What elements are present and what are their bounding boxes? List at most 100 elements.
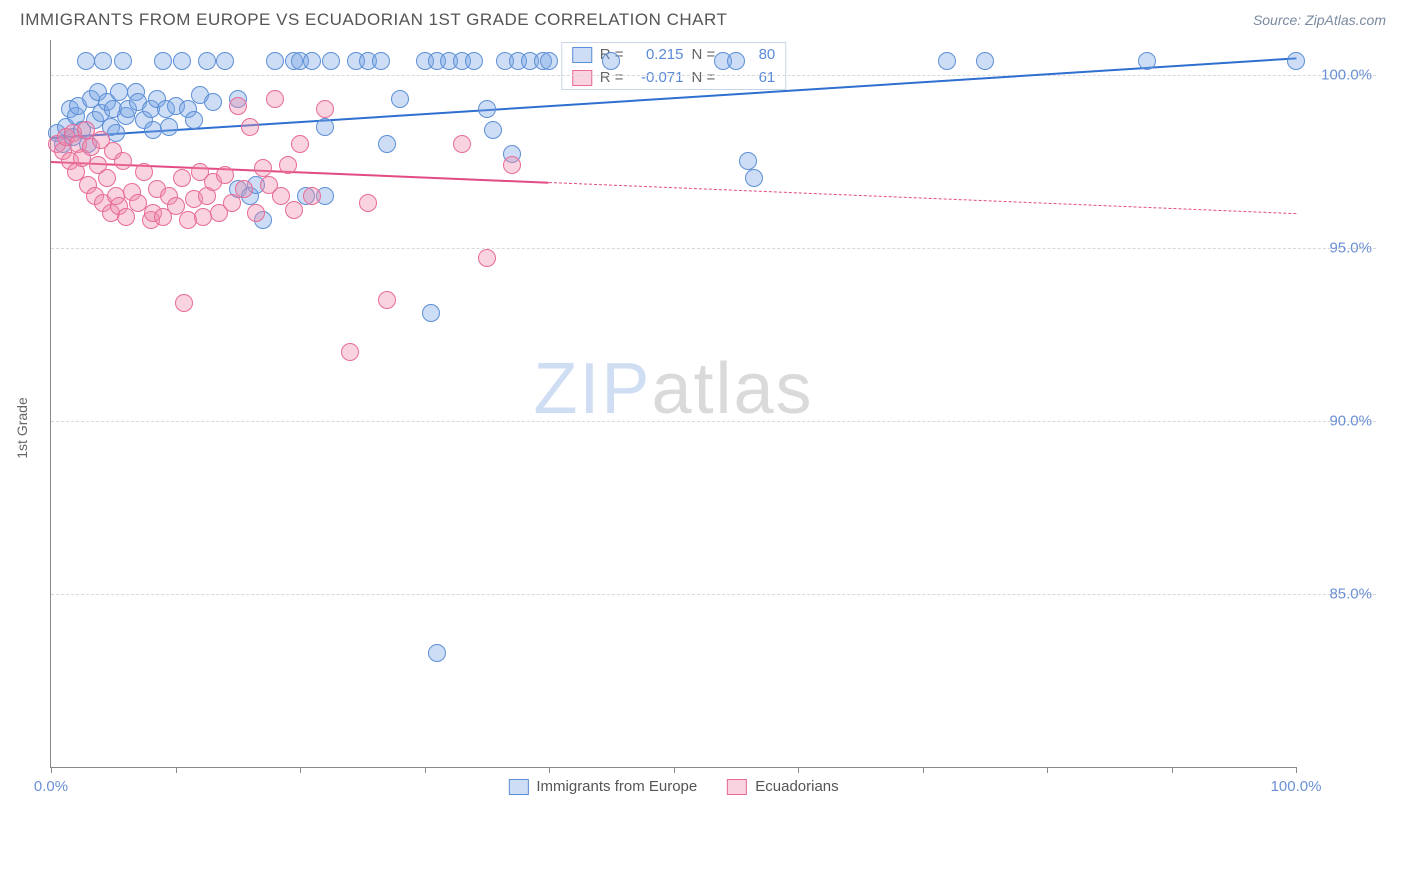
- data-point: [114, 152, 132, 170]
- x-tick: [300, 767, 301, 773]
- data-point: [478, 249, 496, 267]
- data-point: [154, 52, 172, 70]
- data-point: [739, 152, 757, 170]
- data-point: [204, 93, 222, 111]
- data-point: [1287, 52, 1305, 70]
- data-point: [316, 118, 334, 136]
- data-point: [223, 194, 241, 212]
- data-point: [198, 52, 216, 70]
- data-point: [540, 52, 558, 70]
- gridline-horizontal: [51, 421, 1376, 422]
- x-tick: [674, 767, 675, 773]
- data-point: [938, 52, 956, 70]
- data-point: [173, 169, 191, 187]
- data-point: [235, 180, 253, 198]
- data-point: [372, 52, 390, 70]
- data-point: [291, 135, 309, 153]
- gridline-horizontal: [51, 594, 1376, 595]
- data-point: [144, 121, 162, 139]
- data-point: [391, 90, 409, 108]
- legend-stats-box: R = 0.215 N = 80 R = -0.071 N = 61: [561, 42, 787, 90]
- x-tick: [549, 767, 550, 773]
- x-tick: [798, 767, 799, 773]
- legend-item-europe: Immigrants from Europe: [508, 778, 697, 795]
- watermark-part-b: atlas: [651, 349, 813, 429]
- n-label: N =: [692, 69, 716, 86]
- data-point: [322, 52, 340, 70]
- trend-line: [549, 182, 1296, 214]
- data-point: [216, 52, 234, 70]
- data-point: [316, 100, 334, 118]
- legend-swatch-ecuador: [727, 779, 747, 795]
- data-point: [453, 135, 471, 153]
- data-point: [135, 163, 153, 181]
- legend-bottom: Immigrants from Europe Ecuadorians: [508, 778, 838, 795]
- data-point: [175, 294, 193, 312]
- x-tick: [1047, 767, 1048, 773]
- data-point: [117, 208, 135, 226]
- legend-stats-row-europe: R = 0.215 N = 80: [562, 43, 786, 66]
- data-point: [160, 118, 178, 136]
- chart-title: IMMIGRANTS FROM EUROPE VS ECUADORIAN 1ST…: [20, 10, 727, 30]
- x-tick: [176, 767, 177, 773]
- data-point: [303, 187, 321, 205]
- data-point: [503, 156, 521, 174]
- chart-header: IMMIGRANTS FROM EUROPE VS ECUADORIAN 1ST…: [0, 0, 1406, 38]
- x-tick-label: 0.0%: [34, 778, 68, 795]
- data-point: [266, 52, 284, 70]
- data-point: [254, 159, 272, 177]
- y-tick-label: 90.0%: [1329, 412, 1372, 429]
- y-tick-label: 85.0%: [1329, 585, 1372, 602]
- data-point: [465, 52, 483, 70]
- x-tick: [923, 767, 924, 773]
- legend-item-ecuador: Ecuadorians: [727, 778, 838, 795]
- data-point: [285, 201, 303, 219]
- data-point: [173, 52, 191, 70]
- y-tick-label: 100.0%: [1321, 66, 1372, 83]
- n-label: N =: [692, 46, 716, 63]
- x-tick-label: 100.0%: [1271, 778, 1322, 795]
- watermark-part-a: ZIP: [533, 349, 651, 429]
- plot-area: ZIPatlas R = 0.215 N = 80 R = -0.071 N =…: [50, 40, 1296, 768]
- data-point: [229, 97, 247, 115]
- data-point: [745, 169, 763, 187]
- data-point: [241, 118, 259, 136]
- data-point: [247, 204, 265, 222]
- data-point: [279, 156, 297, 174]
- source-name: ZipAtlas.com: [1305, 12, 1386, 28]
- data-point: [194, 208, 212, 226]
- data-point: [94, 52, 112, 70]
- data-point: [478, 100, 496, 118]
- data-point: [114, 52, 132, 70]
- watermark: ZIPatlas: [533, 348, 813, 430]
- y-tick-label: 95.0%: [1329, 239, 1372, 256]
- data-point: [602, 52, 620, 70]
- source-attribution: Source: ZipAtlas.com: [1253, 12, 1386, 28]
- chart-container: 1st Grade ZIPatlas R = 0.215 N = 80 R = …: [50, 38, 1376, 818]
- n-value-ecuador: 61: [723, 69, 775, 86]
- gridline-horizontal: [51, 248, 1376, 249]
- legend-swatch-europe: [572, 47, 592, 63]
- r-label: R =: [600, 69, 624, 86]
- data-point: [727, 52, 745, 70]
- legend-swatch-europe: [508, 779, 528, 795]
- legend-label-europe: Immigrants from Europe: [536, 778, 697, 795]
- gridline-horizontal: [51, 75, 1376, 76]
- source-prefix: Source:: [1253, 12, 1305, 28]
- data-point: [98, 169, 116, 187]
- data-point: [216, 166, 234, 184]
- data-point: [185, 111, 203, 129]
- data-point: [303, 52, 321, 70]
- legend-label-ecuador: Ecuadorians: [755, 778, 838, 795]
- x-tick: [1296, 767, 1297, 773]
- legend-swatch-ecuador: [572, 70, 592, 86]
- r-value-ecuador: -0.071: [632, 69, 684, 86]
- legend-stats-row-ecuador: R = -0.071 N = 61: [562, 66, 786, 89]
- data-point: [428, 644, 446, 662]
- data-point: [341, 343, 359, 361]
- data-point: [77, 52, 95, 70]
- data-point: [1138, 52, 1156, 70]
- x-tick: [425, 767, 426, 773]
- y-axis-label: 1st Grade: [14, 397, 30, 458]
- data-point: [359, 194, 377, 212]
